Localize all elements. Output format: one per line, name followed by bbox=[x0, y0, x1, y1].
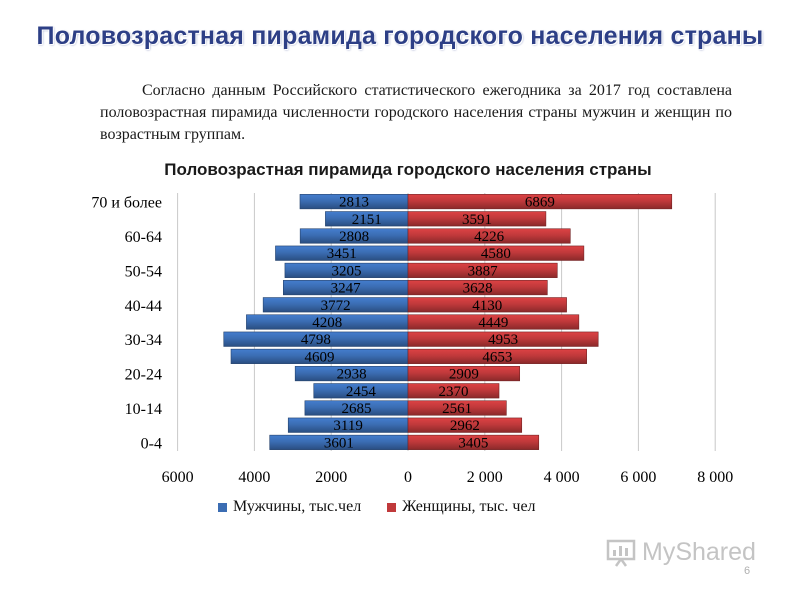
category-label: 0-4 bbox=[141, 435, 162, 452]
female-bar bbox=[407, 400, 507, 416]
female-value-label: 4580 bbox=[481, 246, 511, 262]
female-bar bbox=[407, 194, 673, 210]
legend-swatch-male bbox=[218, 502, 227, 512]
female-bar bbox=[407, 366, 521, 382]
female-bar bbox=[407, 280, 548, 296]
male-value-label: 3772 bbox=[321, 298, 351, 314]
female-value-label: 4449 bbox=[478, 315, 508, 331]
male-value-label: 2938 bbox=[337, 367, 367, 383]
category-labels: 0-4 10-14 20-24 30-34 40-44 50-54 60-64 70 и бо… bbox=[91, 195, 162, 453]
x-tick-label: 4 000 bbox=[544, 469, 580, 486]
male-value-label: 2151 bbox=[352, 212, 382, 228]
category-label: 70 и более bbox=[91, 195, 162, 212]
presentation-icon bbox=[606, 539, 636, 567]
female-bar bbox=[407, 245, 585, 261]
male-value-label: 3601 bbox=[324, 435, 354, 451]
female-value-label: 4653 bbox=[482, 349, 512, 365]
legend-swatch-female bbox=[387, 502, 397, 512]
female-bar bbox=[407, 331, 599, 347]
female-bar bbox=[407, 348, 587, 364]
legend-item-male: Мужчины, тыс.чел bbox=[218, 498, 361, 516]
x-tick-label: 0 bbox=[404, 469, 412, 486]
watermark-text: MyShared bbox=[642, 537, 756, 566]
category-label: 30-34 bbox=[125, 332, 162, 349]
female-value-label: 3591 bbox=[462, 212, 492, 228]
page-number: 6 bbox=[744, 565, 751, 577]
female-value-label: 4130 bbox=[472, 298, 502, 314]
category-label: 50-54 bbox=[125, 263, 162, 280]
female-bar bbox=[407, 383, 500, 399]
x-tick-label: 2000 bbox=[315, 469, 347, 486]
legend-label-female: Женщины, тыс. чел bbox=[402, 498, 536, 515]
legend-item-female: Женщины, тыс. чел bbox=[387, 498, 536, 516]
male-value-label: 3205 bbox=[331, 263, 361, 279]
male-value-label: 4208 bbox=[312, 315, 342, 331]
slide-title: Половозрастная пирамида городского насел… bbox=[36, 22, 764, 50]
male-value-label: 4609 bbox=[305, 349, 335, 365]
x-tick-label: 2 000 bbox=[467, 469, 503, 486]
female-value-label: 2370 bbox=[439, 384, 469, 400]
female-bar bbox=[407, 228, 571, 244]
female-bars bbox=[407, 194, 673, 450]
female-value-label: 2909 bbox=[449, 367, 479, 383]
female-value-label: 4226 bbox=[474, 229, 505, 245]
male-value-label: 2813 bbox=[339, 195, 369, 211]
intro-paragraph: Согласно данным Российского статистическ… bbox=[100, 82, 732, 143]
chart-title: Половозрастная пирамида городского насел… bbox=[164, 160, 652, 179]
legend-label-male: Мужчины, тыс.чел bbox=[233, 498, 362, 515]
male-value-label: 2454 bbox=[346, 384, 377, 400]
watermark-logo: MyShared bbox=[606, 537, 756, 567]
male-value-label: 4798 bbox=[301, 332, 331, 348]
female-value-label: 3887 bbox=[468, 263, 499, 279]
category-label: 10-14 bbox=[125, 401, 162, 418]
female-bar bbox=[407, 314, 580, 330]
female-bar bbox=[407, 211, 547, 227]
female-bar bbox=[407, 297, 567, 313]
category-label: 20-24 bbox=[125, 367, 162, 384]
x-tick-labels: 6000 4000 2000 0 2 000 4 000 6 000 8 000 bbox=[162, 469, 734, 486]
x-tick-label: 4000 bbox=[238, 469, 270, 486]
chart-legend: Мужчины, тыс.чел Женщины, тыс. чел bbox=[218, 498, 536, 516]
female-value-label: 3628 bbox=[463, 281, 493, 297]
female-value-label: 2561 bbox=[442, 401, 472, 417]
male-value-label: 3247 bbox=[331, 281, 362, 297]
x-tick-label: 6 000 bbox=[620, 469, 656, 486]
female-bar bbox=[407, 434, 540, 450]
male-value-label: 3451 bbox=[327, 246, 357, 262]
female-value-label: 2962 bbox=[450, 418, 480, 434]
female-bar bbox=[407, 417, 523, 433]
female-value-label: 4953 bbox=[488, 332, 518, 348]
male-value-label: 3119 bbox=[333, 418, 362, 434]
female-value-label: 3405 bbox=[458, 435, 488, 451]
bar-labels: 3601 3405 3119 2962 2685 2561 2454 2370 2938 2909… bbox=[301, 195, 555, 452]
category-label: 60-64 bbox=[125, 229, 162, 246]
female-bar bbox=[407, 262, 558, 278]
x-tick-label: 6000 bbox=[162, 469, 194, 486]
female-value-label: 6869 bbox=[525, 195, 555, 211]
category-label: 40-44 bbox=[125, 298, 162, 315]
x-tick-label: 8 000 bbox=[697, 469, 733, 486]
male-value-label: 2685 bbox=[341, 401, 371, 417]
male-value-label: 2808 bbox=[339, 229, 369, 245]
